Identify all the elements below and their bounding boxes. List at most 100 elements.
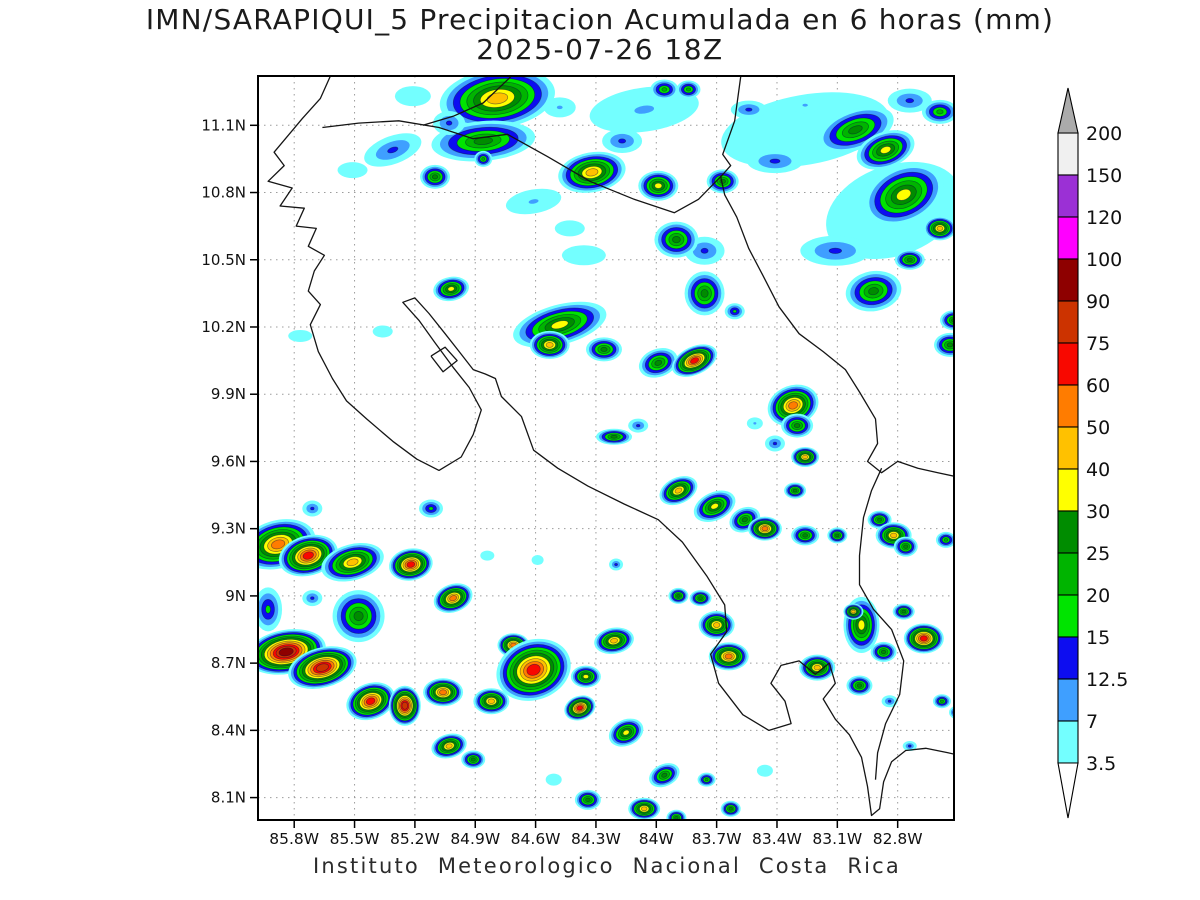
precip-contour <box>576 705 584 711</box>
precip-contour <box>654 182 663 189</box>
precip-cell <box>756 764 773 777</box>
precip-contour <box>728 807 733 811</box>
precip-contour <box>802 533 809 538</box>
colorbar-segment <box>1057 258 1079 302</box>
precip-cell <box>596 428 633 445</box>
colorbar-label: 100 <box>1086 249 1122 271</box>
precip-cell <box>570 665 601 688</box>
precip-contour <box>919 635 928 642</box>
precip-contour <box>674 815 679 820</box>
precip-cell <box>554 220 585 237</box>
precip-contour <box>288 329 313 342</box>
precip-cell <box>258 587 283 632</box>
precip-cell <box>903 623 944 654</box>
precip-cell <box>564 695 596 721</box>
colorbar-segment <box>1057 300 1079 344</box>
precip-contour <box>710 503 719 510</box>
precip-cell <box>843 603 864 620</box>
precip-contour <box>481 157 486 161</box>
colorbar-label: 40 <box>1086 459 1110 481</box>
precip-cell <box>689 590 712 607</box>
precip-contour <box>445 743 453 749</box>
precip-cell <box>545 773 562 786</box>
precip-cell <box>531 555 544 566</box>
precip-contour <box>278 647 294 657</box>
colorbar-label: 20 <box>1086 585 1110 607</box>
precip-cell <box>767 384 819 427</box>
precip-cell <box>628 418 649 433</box>
precip-cell <box>870 641 897 662</box>
coastline-path <box>267 76 954 817</box>
precip-cell <box>474 150 493 167</box>
precip-cell <box>887 88 932 113</box>
lat-tick-label: 8.4N <box>211 721 246 739</box>
precip-cell <box>845 270 902 312</box>
precip-contour <box>545 773 562 786</box>
colorbar-label: 15 <box>1086 627 1110 649</box>
precip-cell <box>431 120 536 162</box>
colorbar: 200 150 120 100 90 75 60 50 40 30 25 20 15 12.5 7 3.5 <box>1057 87 1128 819</box>
colorbar-label: 150 <box>1086 165 1122 187</box>
colorbar-label: 30 <box>1086 501 1110 523</box>
coastline-path <box>422 76 512 126</box>
precip-contour <box>788 401 798 410</box>
precip-cell <box>935 531 954 548</box>
precip-cell <box>659 476 698 506</box>
precip-contour <box>346 558 359 567</box>
precip-cell <box>746 149 803 174</box>
lat-tick-label: 8.7N <box>211 654 246 672</box>
colorbar-segment <box>1057 384 1079 428</box>
precip-contour <box>372 325 393 338</box>
precip-cell <box>480 550 495 561</box>
lat-tick-label: 8.1N <box>211 789 246 807</box>
precip-cell <box>668 587 689 604</box>
precip-contour <box>302 551 314 560</box>
precip-contour <box>769 158 781 164</box>
precip-contour <box>676 594 681 598</box>
precip-contour <box>936 109 944 115</box>
precip-cell <box>589 86 699 133</box>
precip-contour <box>745 107 753 112</box>
lon-tick-label: 83.7W <box>692 830 742 848</box>
lat-tick-label: 9.6N <box>211 452 246 470</box>
precip-contour <box>943 538 949 542</box>
lon-tick-label: 85.8W <box>269 830 319 848</box>
coastline-path <box>720 76 954 477</box>
lat-tick-label: 10.2N <box>201 318 246 336</box>
precip-cell <box>781 413 814 438</box>
lon-tick-label: 84.6W <box>511 830 561 848</box>
precip-cell <box>288 329 313 342</box>
precip-cell <box>638 170 679 201</box>
precip-cell <box>933 332 954 357</box>
precip-cell <box>337 162 368 179</box>
precip-contour <box>531 555 544 566</box>
precip-contour <box>880 649 887 655</box>
colorbar-segment <box>1057 174 1079 218</box>
precip-cell <box>746 417 763 430</box>
precip-contour <box>724 653 733 660</box>
precip-contour <box>880 146 892 154</box>
precip-cell <box>433 276 469 302</box>
precip-contour <box>394 86 431 107</box>
precip-contour <box>406 561 416 568</box>
precip-contour <box>946 342 954 348</box>
precip-cell <box>708 642 749 671</box>
colorbar-label: 7 <box>1086 711 1098 733</box>
lon-tick-label: 82.8W <box>873 830 923 848</box>
precip-contour <box>449 595 457 602</box>
precip-cell <box>558 151 626 193</box>
precip-contour <box>690 357 699 364</box>
precip-contour <box>732 309 737 314</box>
precip-cell <box>921 99 954 124</box>
precip-contour <box>903 544 909 549</box>
precip-cell <box>574 789 601 810</box>
coastline-path <box>322 120 724 214</box>
colorbar-segment <box>1057 720 1079 764</box>
precip-cell <box>461 750 486 769</box>
precip-cell <box>666 809 687 820</box>
precip-contour <box>907 744 912 748</box>
precip-contour <box>896 188 912 201</box>
precip-contour <box>661 87 668 92</box>
precip-contour <box>793 423 801 429</box>
colorbar-label: 200 <box>1086 123 1122 145</box>
